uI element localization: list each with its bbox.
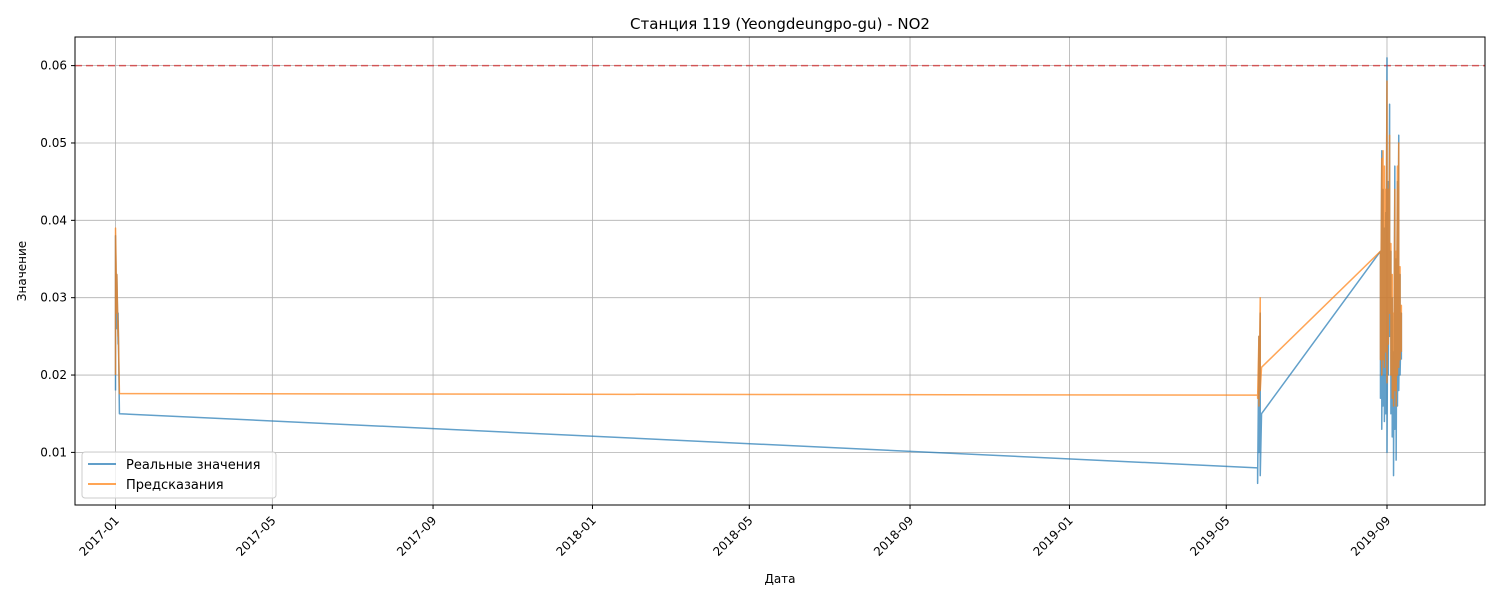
legend-label-real: Реальные значения	[126, 458, 261, 473]
y-tick-label: 0.06	[40, 59, 67, 73]
y-tick-label: 0.03	[40, 291, 67, 305]
x-axis-label: Дата	[764, 572, 795, 586]
plot-frame	[74, 36, 1486, 506]
y-axis: 0.01 0.02 0.03 0.04 0.05 0.06	[40, 59, 75, 459]
x-tick-label: 2018-05	[710, 513, 755, 558]
grid	[75, 37, 1485, 505]
x-tick-label: 2019-09	[1348, 513, 1393, 558]
legend-box	[81, 451, 277, 499]
series-layer	[114, 57, 1403, 485]
y-tick-label: 0.01	[40, 445, 67, 459]
y-axis-label: Значение	[15, 241, 29, 301]
y-tick-label: 0.05	[40, 136, 67, 150]
legend: Реальные значения Предсказания	[81, 451, 277, 499]
x-tick-label: 2018-01	[553, 513, 598, 558]
x-tick-label: 2018-09	[871, 513, 916, 558]
series-line-prediction	[114, 80, 1403, 407]
x-tick-label: 2019-01	[1030, 513, 1075, 558]
y-tick-label: 0.02	[40, 368, 67, 382]
x-tick-label: 2017-01	[77, 513, 122, 558]
chart-title: Станция 119 (Yeongdeungpo-gu) - NO2	[630, 15, 930, 33]
x-tick-label: 2017-05	[233, 513, 278, 558]
y-tick-label: 0.04	[40, 213, 67, 227]
series-line-real	[114, 57, 1403, 485]
legend-label-prediction: Предсказания	[126, 478, 224, 493]
x-tick-label: 2019-05	[1187, 513, 1232, 558]
x-tick-label: 2017-09	[394, 513, 439, 558]
x-axis: 2017-01 2017-05 2017-09 2018-01 2018-05 2018-…	[77, 505, 1393, 559]
